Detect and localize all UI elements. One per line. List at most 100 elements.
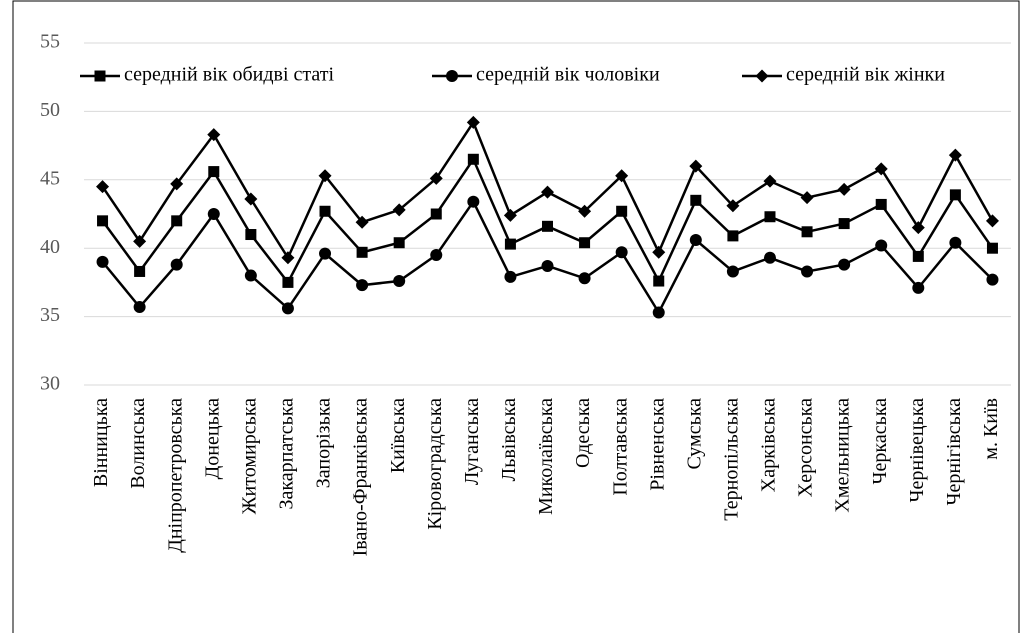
x-tick-label: Львівська <box>498 398 520 481</box>
x-tick-label: Закарпатська <box>276 398 298 510</box>
data-point <box>689 159 703 173</box>
series-line <box>101 199 994 316</box>
data-point <box>356 279 369 292</box>
data-point <box>281 251 295 265</box>
data-point <box>689 233 702 246</box>
data-point <box>653 275 665 287</box>
data-point <box>837 182 851 196</box>
x-tick-label: м. Київ <box>980 398 1002 460</box>
data-point <box>690 194 702 206</box>
data-point <box>985 214 999 228</box>
data-point <box>615 169 629 183</box>
data-point <box>652 306 665 319</box>
x-tick-label: Чернігівська <box>943 398 965 506</box>
x-tick-label: Івано-Франківська <box>350 398 372 556</box>
x-tick-label: Чернівецька <box>906 398 928 503</box>
x-tick-label: Запорізька <box>313 398 335 488</box>
data-point <box>542 220 553 232</box>
data-point <box>134 265 146 277</box>
data-point <box>948 148 962 162</box>
x-tick-label: Сумська <box>683 398 705 470</box>
x-tick-label: Хмельницька <box>832 398 854 513</box>
data-point <box>97 215 109 227</box>
data-point <box>949 189 961 201</box>
data-point <box>652 245 666 259</box>
legend-label: середній вік обидві статі <box>124 64 334 86</box>
y-tick-label: 50 <box>40 99 60 121</box>
data-point <box>319 205 331 217</box>
data-point <box>430 249 443 262</box>
x-tick-label: Одеська <box>572 398 594 468</box>
x-tick-label: Тернопільська <box>720 398 742 521</box>
data-point <box>133 301 146 314</box>
data-point <box>726 199 740 213</box>
x-tick-label: Житомирська <box>238 398 260 514</box>
x-tick-label: Миколаївська <box>535 398 557 515</box>
data-point <box>207 128 221 142</box>
data-point <box>355 215 369 229</box>
data-point <box>393 237 405 249</box>
data-point <box>579 237 591 249</box>
data-point <box>874 162 888 176</box>
data-point <box>727 230 739 242</box>
data-point <box>912 281 925 294</box>
data-point <box>133 234 147 248</box>
chart-border <box>12 0 1020 633</box>
data-point <box>875 239 888 252</box>
data-point <box>541 259 554 272</box>
data-point <box>949 236 962 249</box>
data-point <box>541 185 554 199</box>
data-point <box>318 169 332 183</box>
data-point <box>282 276 294 288</box>
x-tick-label: Кіровоградська <box>424 398 446 530</box>
data-point <box>912 250 924 262</box>
data-point <box>503 208 517 222</box>
data-point <box>801 265 814 278</box>
data-point <box>245 229 257 241</box>
data-point <box>875 198 887 210</box>
data-point <box>616 205 628 217</box>
data-point <box>467 195 480 208</box>
data-point <box>578 272 591 285</box>
legend-marker <box>94 70 106 82</box>
x-tick-label: Харківська <box>758 398 780 492</box>
legend-label: середній вік чоловіки <box>476 64 660 86</box>
data-point <box>208 166 220 178</box>
y-tick-label: 40 <box>40 236 60 258</box>
data-point <box>800 191 814 205</box>
x-tick-label: Луганська <box>461 398 483 485</box>
y-tick-label: 35 <box>40 304 60 326</box>
x-tick-label: Полтавська <box>609 398 631 496</box>
data-point <box>96 180 110 194</box>
data-point <box>467 153 479 165</box>
data-point <box>466 115 480 129</box>
data-point <box>171 215 183 227</box>
data-point <box>986 273 999 286</box>
data-point <box>504 238 516 250</box>
data-point <box>244 192 258 206</box>
x-tick-label: Черкаська <box>869 398 891 485</box>
y-tick-label: 30 <box>40 373 60 395</box>
data-point <box>763 174 777 188</box>
x-tick-label: Донецька <box>201 398 223 479</box>
data-point <box>801 226 813 238</box>
data-point <box>356 246 368 258</box>
legend-marker <box>446 70 458 82</box>
data-point <box>207 208 220 220</box>
data-point <box>319 247 332 260</box>
data-point <box>170 177 184 191</box>
x-tick-label: Волинська <box>127 398 149 489</box>
data-point <box>244 269 257 282</box>
data-point <box>392 203 406 217</box>
data-point <box>504 270 517 283</box>
data-point <box>986 242 998 254</box>
data-point <box>429 171 443 185</box>
data-point <box>578 204 592 218</box>
x-tick-label: Рівненська <box>646 398 668 491</box>
data-point <box>763 251 776 264</box>
data-point <box>430 208 442 220</box>
data-point <box>911 221 925 235</box>
legend-label: середній вік жінки <box>786 64 945 86</box>
y-tick-label: 45 <box>40 167 60 189</box>
data-point <box>838 218 850 230</box>
